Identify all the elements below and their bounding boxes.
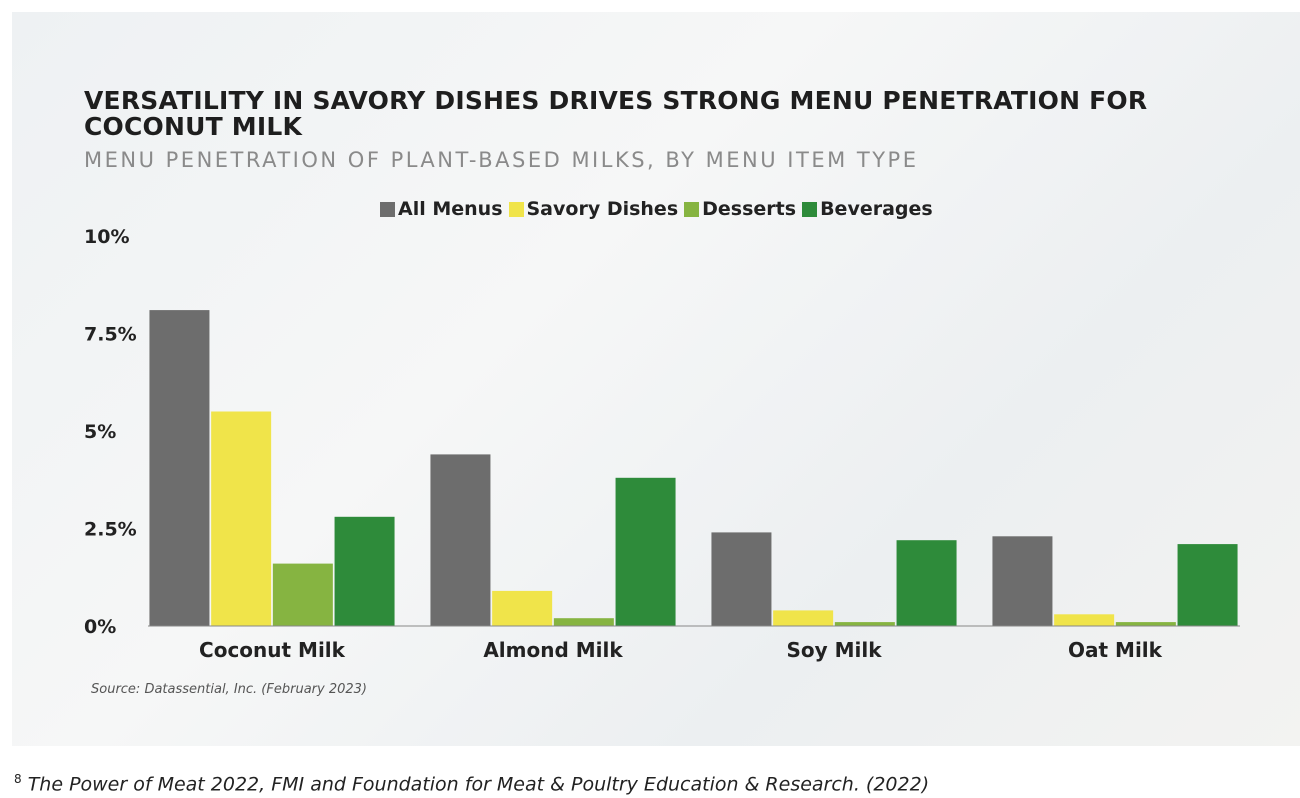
legend-item: Beverages bbox=[802, 198, 933, 220]
footnote-number: 8 bbox=[14, 772, 22, 786]
x-tick-label: Soy Milk bbox=[786, 638, 882, 662]
bar bbox=[773, 610, 834, 626]
y-tick-label: 2.5% bbox=[84, 519, 137, 541]
legend-item: All Menus bbox=[380, 198, 503, 220]
bar bbox=[992, 536, 1053, 626]
legend-label: All Menus bbox=[398, 198, 503, 220]
legend-item: Desserts bbox=[684, 198, 796, 220]
legend-swatch bbox=[802, 201, 818, 217]
legend-swatch bbox=[508, 201, 524, 217]
bar bbox=[896, 540, 957, 626]
x-tick-label: Coconut Milk bbox=[199, 638, 346, 662]
legend-swatch bbox=[684, 201, 700, 217]
footnote-text: The Power of Meat 2022, FMI and Foundati… bbox=[27, 773, 930, 796]
y-tick-label: 0% bbox=[84, 616, 116, 638]
chart-subtitle: MENU PENETRATION OF PLANT-BASED MILKS, B… bbox=[84, 148, 919, 172]
y-tick-label: 10% bbox=[84, 226, 129, 248]
legend-item: Savory Dishes bbox=[508, 198, 679, 220]
bar bbox=[334, 516, 395, 626]
bar bbox=[430, 454, 491, 626]
y-tick-label: 5% bbox=[84, 421, 116, 443]
bar bbox=[615, 477, 676, 626]
x-tick-label: Almond Milk bbox=[483, 638, 623, 662]
bar bbox=[1054, 614, 1115, 626]
bar bbox=[834, 622, 895, 626]
bar bbox=[553, 618, 614, 626]
chart-title: VERSATILITY IN SAVORY DISHES DRIVES STRO… bbox=[84, 86, 1148, 141]
bar bbox=[1177, 544, 1238, 626]
bar bbox=[711, 532, 772, 626]
footnote: 8 The Power of Meat 2022, FMI and Founda… bbox=[14, 772, 929, 795]
legend-label: Desserts bbox=[702, 198, 797, 220]
bar bbox=[211, 411, 272, 626]
legend-swatch bbox=[380, 201, 395, 217]
bar bbox=[149, 310, 210, 626]
legend-label: Savory Dishes bbox=[526, 198, 679, 220]
legend-label: Beverages bbox=[820, 198, 933, 220]
legend: All Menus Savory Dishes Desserts Beverages bbox=[380, 198, 933, 220]
x-tick-label: Oat Milk bbox=[1068, 638, 1163, 662]
source-note: Source: Datassential, Inc. (February 202… bbox=[91, 682, 367, 697]
bar bbox=[272, 563, 333, 626]
bar bbox=[492, 590, 553, 626]
bar bbox=[1115, 622, 1176, 626]
y-tick-label: 7.5% bbox=[84, 324, 137, 346]
